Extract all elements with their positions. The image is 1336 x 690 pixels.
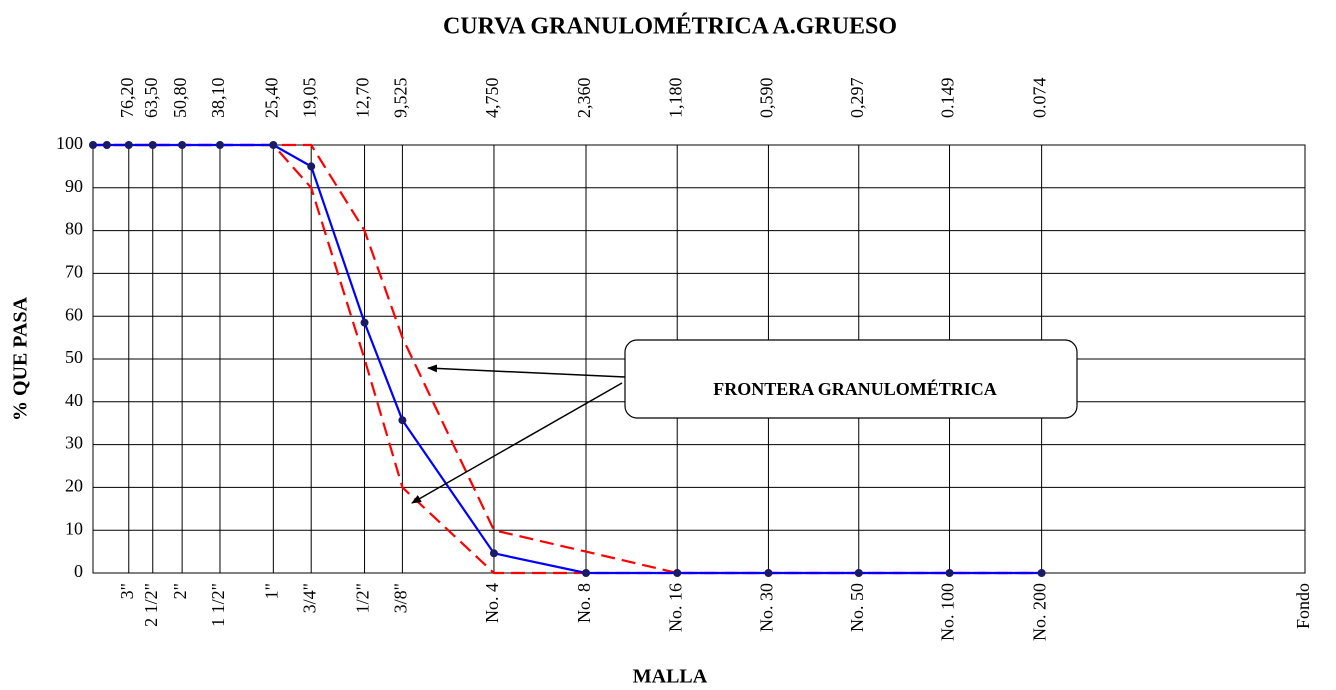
x2-tick-label: 25,40 (261, 78, 281, 119)
x2-tick-label: 0,590 (757, 78, 777, 119)
x-tick-label: 3" (117, 583, 137, 599)
x-tick-label: 3/8" (391, 583, 411, 613)
y-tick-label: 30 (65, 433, 83, 453)
annotation-arrow (411, 382, 623, 504)
x2-tick-label: 38,10 (208, 78, 228, 119)
x-axis-label: MALLA (633, 666, 708, 688)
data-point (398, 416, 407, 425)
y-tick-label: 70 (65, 262, 83, 282)
y-tick-label: 90 (65, 176, 83, 196)
x-tick-label: 3/4" (299, 583, 319, 613)
x-tick-label: No. 100 (938, 583, 958, 641)
x-tick-label: 1 1/2" (208, 583, 228, 627)
x-tick-label: 2" (170, 583, 190, 599)
data-point (764, 569, 773, 577)
x2-tick-label: 0.074 (1030, 78, 1050, 119)
data-point (1037, 569, 1046, 577)
x-tick-label: No. 16 (665, 583, 685, 632)
series-line (93, 143, 1042, 575)
data-point (854, 569, 863, 577)
data-point (148, 141, 157, 149)
x-tick-label: 2 1/2" (141, 583, 161, 627)
annotation-arrow (427, 364, 626, 378)
y-tick-label: 50 (65, 347, 83, 367)
plot-area: 0 10 20 30 40 50 60 70 80 90 100 3" 2 1/2" 2" 1 1/2" 1"… (56, 78, 1313, 642)
data-point (360, 318, 369, 327)
x2-tick-label: 2,360 (574, 78, 594, 119)
chart-title: CURVA GRANULOMÉTRICA A.GRUESO (443, 14, 897, 40)
data-point (489, 549, 498, 558)
data-point (215, 141, 224, 149)
x2-tick-label: 50,80 (170, 78, 190, 119)
y-tick-label: 60 (65, 304, 83, 324)
x-tick-label: No. 8 (574, 583, 594, 623)
x2-tick-label: 12,70 (353, 78, 373, 119)
annotation-text: FRONTERA GRANULOMÉTRICA (713, 378, 997, 399)
y-tick-label: 80 (65, 219, 83, 239)
x-tick-label: 1" (261, 583, 281, 599)
x2-tick-label: 4,750 (482, 78, 502, 119)
x2-tick-label: 9,525 (391, 78, 411, 119)
data-point (178, 141, 187, 149)
x-tick-label: No. 30 (757, 583, 777, 632)
x2-tick-label: 63,50 (141, 78, 161, 119)
data-point (102, 141, 111, 149)
x-tick-label: No. 200 (1030, 583, 1050, 641)
x2-tick-label: 76,20 (117, 78, 137, 119)
y-tick-label: 20 (65, 476, 83, 496)
x2-tick-label: 1,180 (665, 78, 685, 119)
data-point (307, 162, 316, 171)
y-tick-label: 40 (65, 390, 83, 410)
data-point (673, 569, 682, 577)
x-tick-label: Fondo (1293, 583, 1313, 629)
x2-tick-label: 0.149 (938, 78, 958, 119)
data-point (124, 141, 133, 149)
x-tick-label: No. 50 (847, 583, 867, 632)
y-tick-label: 100 (56, 133, 83, 153)
data-point (89, 141, 97, 149)
y-tick-label: 0 (74, 561, 83, 581)
y-axis-label: % QUE PASA (10, 296, 32, 421)
annotation: FRONTERA GRANULOMÉTRICA (411, 339, 1078, 504)
y-tick-label: 10 (65, 518, 83, 538)
data-point (582, 569, 591, 577)
x-tick-label: No. 4 (482, 583, 502, 623)
series-line (93, 143, 1042, 575)
x-tick-label: 1/2" (353, 583, 373, 613)
annotation-box (624, 339, 1078, 419)
x2-tick-label: 19,05 (299, 78, 319, 119)
x2-tick-label: 0,297 (847, 78, 867, 119)
data-point (945, 569, 954, 577)
data-point (269, 141, 278, 149)
